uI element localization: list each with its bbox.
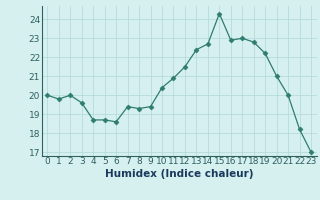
X-axis label: Humidex (Indice chaleur): Humidex (Indice chaleur): [105, 169, 253, 179]
